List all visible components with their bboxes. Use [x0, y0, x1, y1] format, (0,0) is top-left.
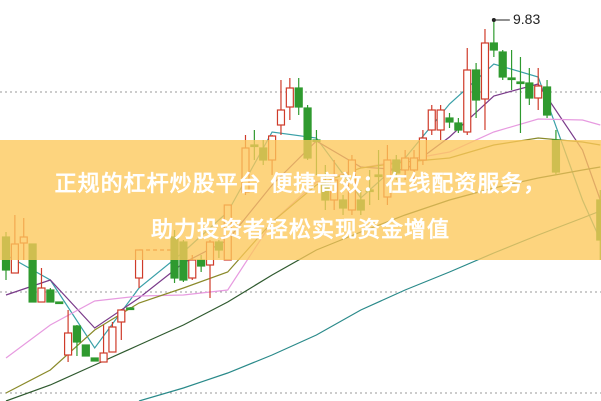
candle-body [525, 82, 534, 99]
candle-body [108, 326, 117, 353]
banner-line-2: 助力投资者轻松实现资金增值 [150, 218, 450, 243]
candle-body [427, 109, 436, 131]
banner-line-1: 正规的杠杆炒股平台 便捷高效：在线配资服务， [54, 172, 547, 197]
candle-body [445, 117, 454, 123]
candle-body [454, 122, 463, 131]
candle-body [472, 69, 481, 101]
candle-body [507, 77, 516, 81]
promo-banner: 正规的杠杆炒股平台 便捷高效：在线配资服务， 助力投资者轻松实现资金增值 [0, 140, 601, 260]
candle-body [516, 81, 525, 85]
high-price-label: 9.83 [513, 11, 541, 27]
candle-body [117, 309, 126, 323]
annotation-dot [491, 18, 496, 22]
candle-body [480, 42, 490, 100]
candle-body [188, 259, 197, 279]
candle-body [542, 86, 552, 116]
candle-body [498, 51, 507, 78]
candle-body [72, 325, 82, 343]
candle-body [489, 42, 498, 51]
candle-body [197, 259, 206, 267]
candle-body [63, 332, 73, 356]
candle-body [55, 301, 64, 305]
candle-body [81, 344, 90, 357]
candle-body [285, 87, 294, 108]
candle-body [463, 69, 472, 133]
candle-body [46, 289, 55, 303]
candle-body [90, 357, 99, 362]
candle-body [276, 109, 286, 126]
candle-body [294, 87, 303, 108]
candle-body [37, 287, 46, 303]
candle-body [126, 307, 135, 311]
candle-body [99, 352, 108, 363]
candle-body [436, 109, 445, 131]
candle-body [534, 85, 543, 99]
